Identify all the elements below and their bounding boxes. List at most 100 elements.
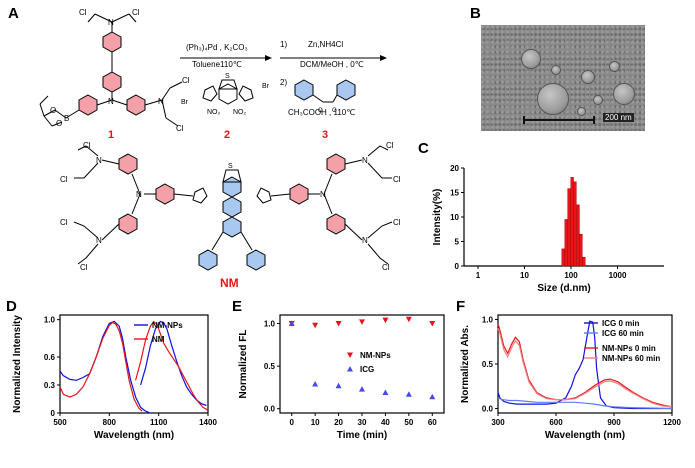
arrow1-reagents: (Ph₃)₄Pd , K₂CO₃ [186,43,248,52]
nanoparticle [521,49,541,69]
chart-c-dls: 1 10 100 1000 0 5 10 15 20 Size (d.nm) Intensity(%… [432,164,664,294]
legend-label: NM [152,335,165,344]
x-tick-label: 900 [607,418,621,427]
group-no2: NO₂ [207,109,221,116]
y-tick-label: 0.0 [264,405,276,414]
plot-frame [59,314,209,414]
atom-n: N [362,156,368,165]
histogram-bar [579,233,583,267]
atom-br: Br [181,99,189,106]
product-nm-label: NM [220,276,239,290]
legend-label: NM-NPs [152,321,183,330]
compound-1-structure: N N N B O O Cl Cl Cl Cl 1 [39,8,190,141]
x-tick-label: 600 [549,418,563,427]
y-tick-label: 20 [450,164,459,173]
step2-number: 2) [280,78,287,87]
legend-label: ICG [360,365,374,374]
atom-br: Br [262,83,270,90]
histogram-bar [570,177,574,267]
nanoparticle [593,95,603,105]
histogram-bar [576,204,580,267]
nanoparticle [613,83,635,105]
x-axis-title: Time (min) [337,430,387,441]
x-tick-label: 1400 [199,418,217,427]
atom-o: O [56,119,62,128]
atom-n: N [362,236,368,245]
panel-label-d: D [6,298,17,315]
atom-cl: Cl [382,263,390,272]
legend-marker [347,352,353,358]
histogram-bar [561,248,565,267]
histogram-bar [564,219,568,267]
panel-label-c: C [418,140,429,157]
step1-number: 1) [280,40,287,49]
scale-bar [523,116,595,124]
data-point-icg [335,382,342,389]
legend-label: ICG 60 min [602,329,644,338]
nanoparticle [609,61,620,72]
x-tick-label: 1100 [150,418,168,427]
atom-b: B [64,114,69,123]
compound-3-label: 3 [322,129,328,141]
product-nm-structure: S N N N N N N [60,141,401,290]
series-line-nm [135,320,209,411]
data-point-nm-nps [335,321,342,327]
y-axis-title: Normalized Intensity [12,315,23,413]
atom-cl: Cl [182,76,190,85]
chart-e-stability: 0 10 20 30 40 50 60 0.0 0.5 1.0 Time (min) Normaliz… [238,314,445,441]
compound-2-label: 2 [224,129,230,141]
atom-n: N [96,236,102,245]
legend-label: ICG 0 min [602,319,639,328]
atom-o: O [50,106,56,115]
y-tick-label: 0.5 [482,360,494,369]
chart-f-absorbance: 300 600 900 1200 0.0 0.5 1.0 Wavelength (nm) Nor… [460,314,681,441]
x-tick-label: 100 [564,271,578,280]
compound-2-structure: S Br Br NO₂ NO₂ 2 [181,73,270,141]
y-tick-label: 1.0 [264,320,276,329]
y-tick-label: 0 [51,409,56,418]
series-line-nm [59,321,143,412]
atom-o: O [332,108,337,114]
tem-image: 200 nm [481,25,645,131]
y-tick-label: 1.0 [482,315,494,324]
plot-frame [279,314,445,414]
series-line [497,320,672,410]
atom-cl: Cl [80,263,88,272]
reaction-scheme: N N N B O O Cl Cl Cl Cl 1 (Ph₃)₄Pd , K₂C… [39,8,401,290]
data-point-icg [288,320,295,327]
y-tick-label: 1.0 [44,316,56,325]
atom-n: N [136,190,142,199]
x-tick-label: 500 [53,418,67,427]
data-point-nm-nps [429,321,436,327]
x-tick-label: 0 [289,418,294,427]
group-no2: NO₂ [233,109,247,116]
histogram-bar [582,256,586,267]
panel-label-f: F [456,298,466,315]
data-point-nm-nps [359,319,365,325]
nanoparticle [581,70,595,84]
atom-cl: Cl [79,8,87,17]
compound-1-label: 1 [108,129,114,141]
data-point-icg [405,391,412,397]
chart-d-fluorescence: 500 800 1100 1400 0 0.3 0.6 1.0 Wavelength (nm) N… [12,314,217,441]
nanoparticle [537,83,569,115]
x-tick-label: 1000 [609,271,627,280]
compound-3-structure: O O 3 [294,79,356,141]
atom-cl: Cl [60,218,68,227]
x-tick-label: 60 [428,418,437,427]
atom-n: N [108,97,114,106]
arrow1-conditions: Toluene110℃ [192,60,242,69]
y-tick-label: 5 [455,238,460,247]
x-tick-label: 10 [520,271,529,280]
atom-cl: Cl [132,8,140,17]
legend-marker [347,366,353,372]
atom-n: N [108,18,114,27]
step1-reagents: Zn,NH4Cl [308,40,343,49]
atom-cl: Cl [386,141,394,150]
y-tick-label: 10 [450,213,459,222]
data-point-nm-nps [382,317,389,324]
y-tick-label: 0.6 [44,353,56,362]
atom-s: S [225,73,230,80]
data-point-icg [359,386,365,392]
atom-cl: Cl [393,175,401,184]
